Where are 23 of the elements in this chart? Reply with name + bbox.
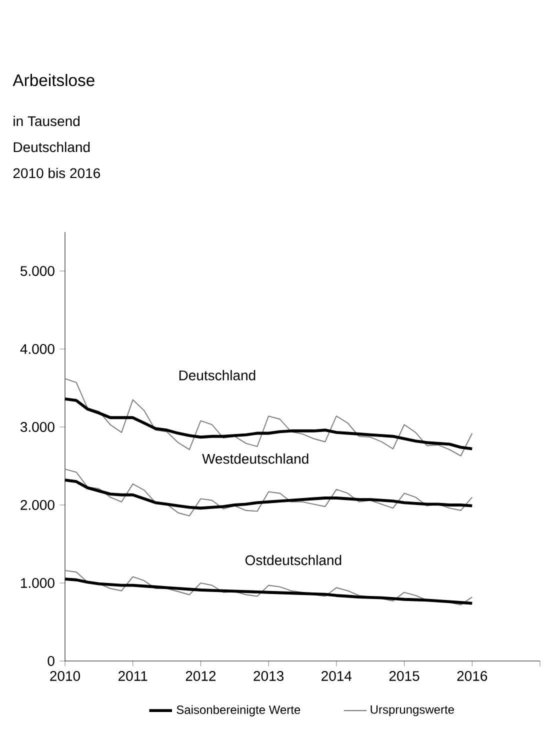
y-tick-label: 5.000 (20, 266, 54, 276)
x-tick-label: 2010 (50, 671, 80, 681)
legend-label: Ursprungswerte (370, 705, 454, 716)
x-tick-label: 2016 (457, 671, 488, 681)
text: Deutschland (14, 142, 90, 152)
chart-subtitle: in Tausend (14, 116, 80, 126)
chart-title: Arbeitslose (12, 74, 94, 86)
text: 2010 bis 2016 (13, 168, 100, 178)
y-tick-label: 1.000 (21, 578, 54, 588)
x-tick-label: 2011 (118, 671, 148, 681)
y-tick-label: 2.000 (20, 500, 54, 510)
line-series (64, 468, 473, 516)
legend-label: Saisonbereinigte Werte (176, 705, 300, 716)
annotation: Westdeutschland (202, 454, 308, 464)
x-tick-label: 2012 (186, 671, 216, 681)
annotation: Ostdeutschland (245, 554, 342, 566)
y-tick-label: 4.000 (20, 344, 54, 354)
x-tick-label: 2014 (322, 671, 352, 681)
x-tick-label: 2013 (254, 671, 284, 681)
annotation: Deutschland (179, 370, 256, 380)
y-tick-label: 3.000 (20, 422, 54, 432)
x-tick-label: 2015 (389, 671, 420, 681)
y-tick-label: 0 (48, 656, 54, 666)
